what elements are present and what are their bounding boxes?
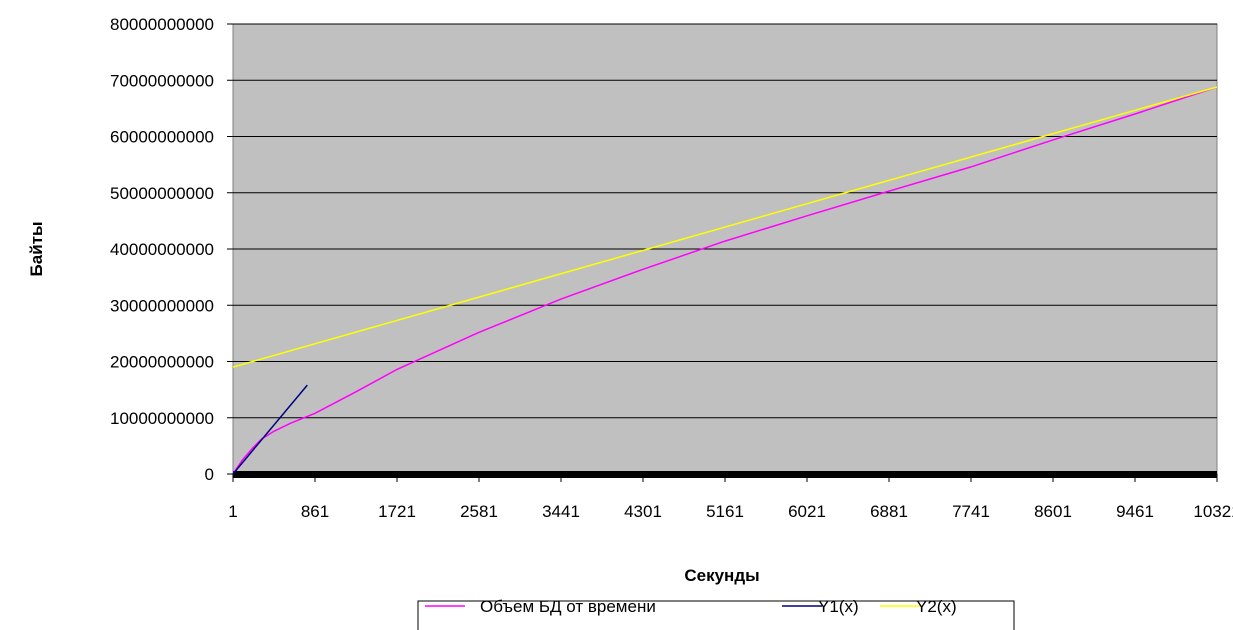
legend-label-1: Объем БД от времени — [480, 597, 656, 616]
x-axis-title: Секунды — [684, 566, 759, 585]
x-tick-label: 861 — [301, 502, 329, 521]
y-tick-label: 30000000000 — [110, 296, 214, 315]
x-axis-ticks: 1 861 1721 2581 3441 4301 5161 6021 6881 7741 8601… — [228, 474, 1233, 521]
x-tick-label: 8601 — [1034, 502, 1072, 521]
x-tick-label: 5161 — [706, 502, 744, 521]
series-line-2 — [232, 384, 308, 475]
gridlines — [233, 23, 1217, 419]
x-tick-label: 10321 — [1193, 502, 1233, 521]
series-lines — [232, 86, 1218, 475]
x-tick-label: 7741 — [952, 502, 990, 521]
y-tick-label: 70000000000 — [110, 71, 214, 90]
y-tick-label: 20000000000 — [110, 353, 214, 372]
x-tick-label: 4301 — [624, 502, 662, 521]
x-tick-label: 9461 — [1116, 502, 1154, 521]
legend: Объем БД от времени Y1(x) Y2(x) — [417, 597, 1015, 630]
x-tick-label: 6021 — [788, 502, 826, 521]
x-tick-label: 3441 — [542, 502, 580, 521]
legend-label-2: Y1(x) — [818, 597, 859, 616]
x-tick-label: 6881 — [870, 502, 908, 521]
y-axis-title: Байты — [27, 222, 46, 277]
y-tick-label: 60000000000 — [110, 128, 214, 147]
y-tick-label: 10000000000 — [110, 409, 214, 428]
x-tick-label: 1 — [228, 502, 237, 521]
y-tick-label: 50000000000 — [110, 184, 214, 203]
y-tick-label: 80000000000 — [110, 15, 214, 34]
legend-label-3: Y2(x) — [916, 597, 957, 616]
y-tick-label: 0 — [205, 465, 214, 484]
x-tick-label: 1721 — [378, 502, 416, 521]
series-line-3 — [232, 86, 1218, 368]
x-tick-label: 2581 — [460, 502, 498, 521]
y-tick-label: 40000000000 — [110, 240, 214, 259]
y-axis-ticks: 0 10000000000 20000000000 30000000000 400000… — [110, 15, 233, 484]
